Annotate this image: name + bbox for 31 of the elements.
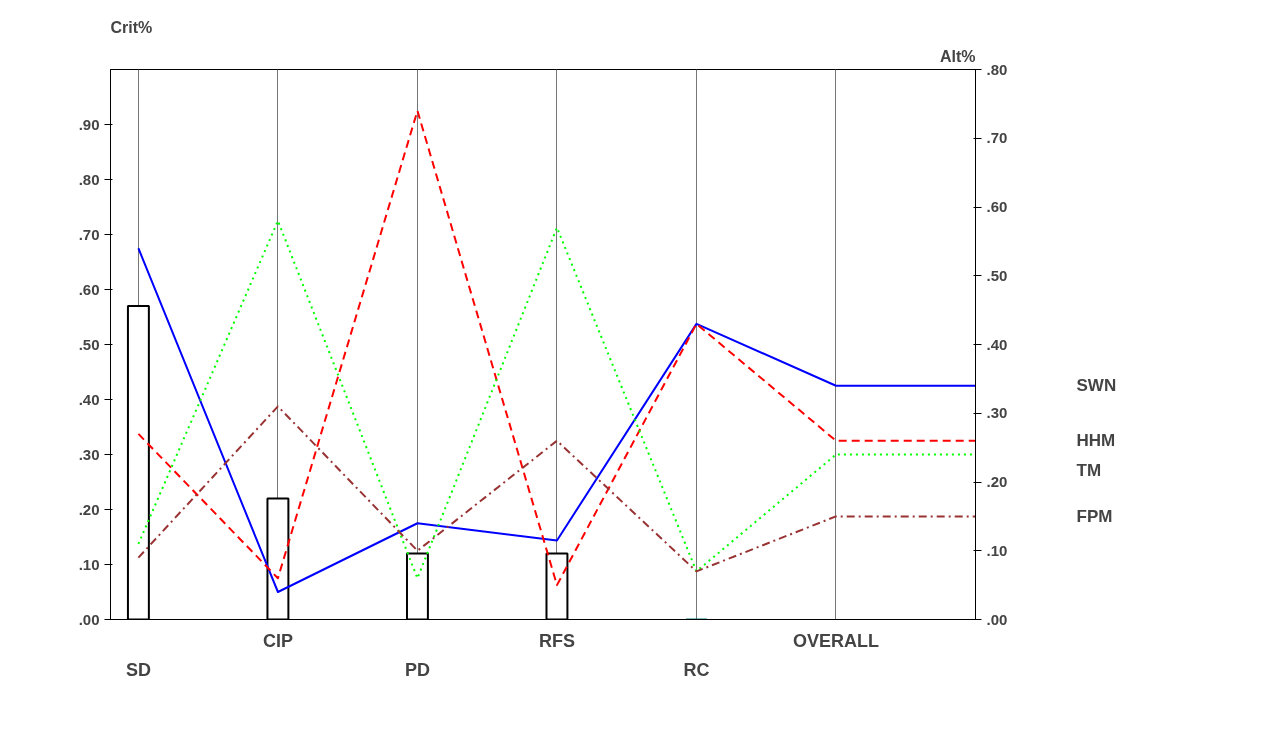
y-tick-label: .60 [78, 280, 100, 298]
y-tick-label: .10 [78, 555, 100, 573]
y-tick-label: .20 [78, 500, 100, 518]
x-tick-label: OVERALL [792, 630, 879, 651]
y-tick-label: .00 [78, 610, 100, 628]
y-tick-label: .30 [78, 445, 100, 463]
y-tick-label: .70 [78, 225, 100, 243]
y2-tick-label: .00 [986, 610, 1008, 628]
x-tick-label: RFS [538, 630, 575, 651]
y2-tick-label: .20 [986, 473, 1008, 490]
y2-axis-title: Alt% [939, 47, 976, 65]
y2-tick-label: .70 [986, 129, 1008, 147]
y2-tick-label: .80 [986, 60, 1008, 78]
y-tick-label: .50 [78, 335, 100, 353]
text: SWN [1076, 376, 1117, 396]
x-tick-label: RC [683, 659, 710, 680]
y2-tick-label: .60 [986, 198, 1008, 215]
text: FPM [1076, 506, 1113, 526]
text: TM [1076, 461, 1102, 481]
y2-tick-label: .30 [986, 404, 1008, 422]
x-tick-label: PD [404, 659, 430, 680]
x-tick-label: CIP [262, 630, 293, 651]
y-tick-label: .90 [78, 115, 100, 133]
x-tick-label: SD [125, 659, 151, 680]
text: HHM [1076, 431, 1116, 451]
y-axis-title: Crit% [110, 18, 153, 36]
y2-tick-label: .40 [986, 335, 1008, 353]
y-tick-label: .80 [78, 170, 100, 188]
y2-tick-label: .10 [986, 541, 1008, 559]
y2-tick-label: .50 [986, 266, 1008, 284]
y-tick-label: .40 [78, 390, 100, 408]
